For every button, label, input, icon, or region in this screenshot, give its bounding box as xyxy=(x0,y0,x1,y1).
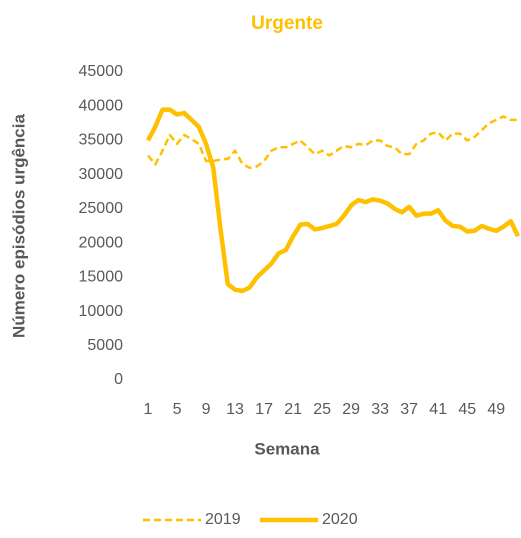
chart-title: Urgente xyxy=(251,13,323,34)
x-tick-label: 5 xyxy=(173,401,182,418)
y-axis-label: Número episódios urgência xyxy=(9,114,28,338)
x-tick-label: 1 xyxy=(144,401,153,418)
x-tick-label: 21 xyxy=(284,401,302,418)
line-series xyxy=(147,115,518,170)
x-tick-label: 17 xyxy=(255,401,273,418)
y-tick-label: 15000 xyxy=(79,269,124,286)
x-tick-label: 13 xyxy=(226,401,244,418)
x-tick-label: 49 xyxy=(487,401,505,418)
x-tick-label: 29 xyxy=(342,401,360,418)
x-tick-label: 9 xyxy=(202,401,211,418)
y-tick-label: 40000 xyxy=(79,97,124,114)
x-axis-label: Semana xyxy=(254,439,320,458)
x-tick-label: 45 xyxy=(458,401,476,418)
legend-label: 2019 xyxy=(205,511,241,528)
x-tick-label: 33 xyxy=(371,401,389,418)
line-series xyxy=(146,107,521,294)
y-tick-label: 25000 xyxy=(79,200,124,217)
legend-label: 2020 xyxy=(322,511,358,528)
y-tick-label: 20000 xyxy=(79,234,124,251)
y-tick-label: 45000 xyxy=(79,63,124,80)
y-tick-label: 0 xyxy=(114,371,123,388)
y-tick-label: 30000 xyxy=(79,166,124,183)
x-tick-label: 41 xyxy=(429,401,447,418)
y-tick-label: 10000 xyxy=(79,303,124,320)
y-tick-label: 5000 xyxy=(87,337,123,354)
x-tick-label: 37 xyxy=(400,401,418,418)
y-tick-label: 35000 xyxy=(79,132,124,149)
x-tick-label: 25 xyxy=(313,401,331,418)
